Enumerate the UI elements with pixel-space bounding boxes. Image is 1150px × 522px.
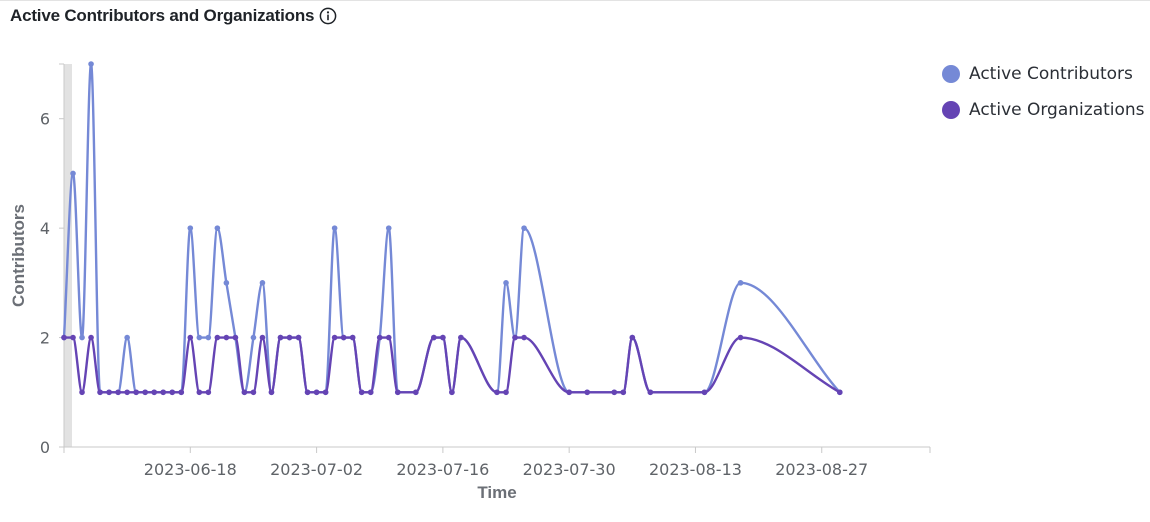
data-point-organizations <box>449 389 455 396</box>
data-point-organizations <box>286 334 293 341</box>
data-point-contributors <box>196 334 203 341</box>
y-tick-label: 2 <box>40 329 50 348</box>
legend-item-contributors[interactable]: Active Contributors <box>942 56 1145 92</box>
x-axis-title: Time <box>477 483 516 502</box>
data-point-organizations <box>611 389 618 396</box>
y-axis-title: Contributors <box>9 204 28 307</box>
data-point-organizations <box>376 334 383 341</box>
data-point-organizations <box>394 389 401 396</box>
data-point-organizations <box>304 389 311 396</box>
series-line-contributors <box>62 62 841 394</box>
y-tick-label: 0 <box>40 438 50 457</box>
data-point-organizations <box>566 389 572 396</box>
legend-dot-organizations <box>942 101 960 119</box>
legend-dot-contributors <box>942 65 960 83</box>
data-point-organizations <box>160 389 167 396</box>
x-tick-label: 2023-06-18 <box>144 460 237 479</box>
data-point-organizations <box>367 389 374 396</box>
data-point-contributors <box>223 280 230 286</box>
data-point-organizations <box>331 334 338 341</box>
top-border <box>0 0 1150 1</box>
data-point-organizations <box>521 334 527 341</box>
y-tick-label: 6 <box>40 110 50 129</box>
data-point-organizations <box>322 389 329 396</box>
data-point-organizations <box>737 334 744 341</box>
data-point-organizations <box>133 389 139 396</box>
x-tick-label: 2023-07-30 <box>523 460 616 479</box>
data-point-organizations <box>277 334 284 341</box>
data-point-organizations <box>512 334 518 341</box>
info-icon[interactable] <box>319 7 337 25</box>
chart-header: Active Contributors and Organizations <box>10 6 337 26</box>
data-point-organizations <box>106 389 112 396</box>
data-point-organizations <box>232 334 239 341</box>
data-point-contributors <box>737 280 744 286</box>
data-point-organizations <box>503 389 509 396</box>
data-point-organizations <box>620 389 627 396</box>
data-point-organizations <box>431 334 437 341</box>
data-point-organizations <box>178 389 185 396</box>
x-tick-label: 2023-07-16 <box>396 460 489 479</box>
data-point-organizations <box>241 389 248 396</box>
data-point-organizations <box>295 334 302 341</box>
data-point-organizations <box>647 389 654 396</box>
data-point-organizations <box>413 389 419 396</box>
y-tick-label: 4 <box>40 219 50 238</box>
data-point-organizations <box>196 389 203 396</box>
data-point-organizations <box>187 334 194 341</box>
data-point-contributors <box>205 334 212 341</box>
x-tick-label: 2023-07-02 <box>270 460 363 479</box>
data-point-organizations <box>151 389 158 396</box>
data-point-organizations <box>385 334 392 341</box>
x-tick-label: 2023-08-13 <box>649 460 742 479</box>
data-point-organizations <box>79 389 85 396</box>
data-point-organizations <box>313 389 320 396</box>
data-point-organizations <box>268 389 275 396</box>
legend-label-contributors: Active Contributors <box>969 64 1133 84</box>
data-point-organizations <box>259 334 266 341</box>
data-point-organizations <box>340 334 347 341</box>
data-point-organizations <box>701 389 708 396</box>
data-point-organizations <box>142 389 148 396</box>
data-point-organizations <box>214 334 221 341</box>
data-point-organizations <box>250 389 257 396</box>
data-point-organizations <box>124 389 130 396</box>
x-tick-label: 2023-08-27 <box>775 460 868 479</box>
data-point-contributors <box>331 225 338 231</box>
data-point-contributors <box>385 225 392 231</box>
data-point-organizations <box>61 334 67 341</box>
data-point-organizations <box>494 389 500 396</box>
legend: Active Contributors Active Organizations <box>942 56 1145 128</box>
data-point-organizations <box>205 389 212 396</box>
legend-label-organizations: Active Organizations <box>969 100 1145 120</box>
data-point-contributors <box>503 280 509 286</box>
data-point-organizations <box>584 389 591 396</box>
data-point-contributors <box>187 225 194 231</box>
data-point-contributors <box>70 170 76 177</box>
data-point-contributors <box>79 334 85 341</box>
data-point-contributors <box>521 225 527 231</box>
data-point-contributors <box>124 334 130 341</box>
data-point-organizations <box>97 389 103 396</box>
data-point-organizations <box>115 389 121 396</box>
legend-item-organizations[interactable]: Active Organizations <box>942 92 1145 128</box>
data-point-contributors <box>259 280 266 286</box>
data-point-organizations <box>629 334 636 341</box>
data-point-organizations <box>440 334 446 341</box>
data-point-contributors <box>214 225 221 231</box>
data-point-organizations <box>458 334 464 341</box>
data-point-organizations <box>223 334 230 341</box>
data-point-organizations <box>169 389 176 396</box>
data-point-organizations <box>88 334 94 341</box>
data-point-contributors <box>250 334 257 341</box>
series-line-organizations <box>63 336 841 394</box>
data-point-organizations <box>358 389 365 396</box>
data-point-contributors <box>88 61 94 67</box>
data-point-organizations <box>836 389 843 396</box>
data-point-organizations <box>349 334 356 341</box>
chart-title: Active Contributors and Organizations <box>10 6 315 25</box>
data-point-organizations <box>70 334 76 341</box>
